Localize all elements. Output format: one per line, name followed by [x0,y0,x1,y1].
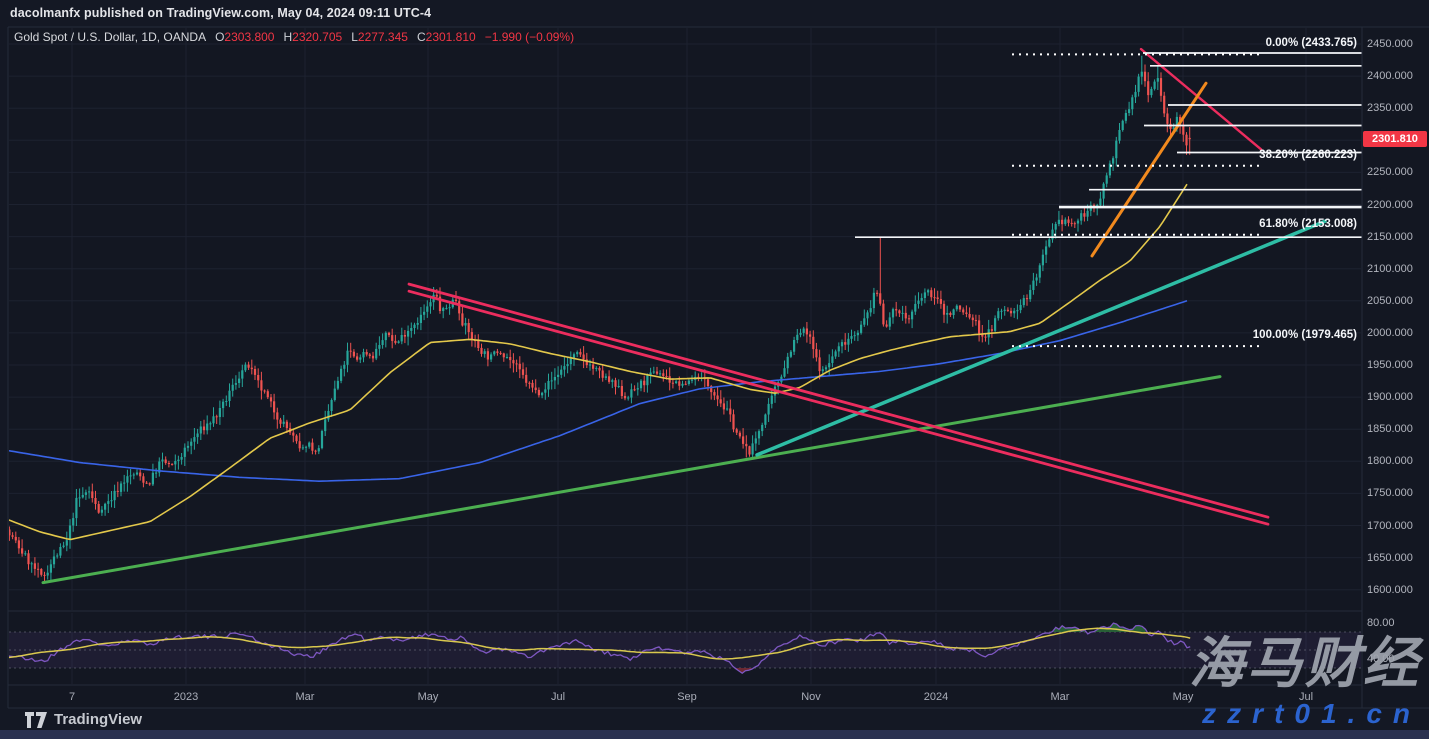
open-label: O [215,30,225,44]
price-axis-label[interactable]: 1950.000 [1367,359,1413,371]
tradingview-logo-icon [25,711,47,728]
price-axis-label[interactable]: 2250.000 [1367,166,1413,179]
time-axis-label[interactable]: Nov [801,691,821,703]
price-axis-label[interactable]: 2000.000 [1367,326,1413,339]
last-price-badge: 2301.810 [1363,131,1427,148]
price-axis-label[interactable]: 1850.000 [1367,423,1413,436]
pane-borders [7,26,1429,709]
time-axis-label[interactable]: Mar [295,691,315,703]
candlestick-series [9,55,1191,582]
price-axis-label[interactable]: 1700.000 [1367,519,1413,532]
long-term-support-green [41,375,1222,585]
price-axis-label[interactable]: 2150.000 [1367,230,1413,243]
publish-line: dacolmanfx published on TradingView.com,… [10,6,432,20]
downtrend-channel-upper-pink [407,282,1270,519]
time-axis-label[interactable]: Jul [550,691,566,703]
open-value: 2303.800 [224,30,275,44]
price-axis-label[interactable]: 1800.000 [1367,455,1413,468]
fib-label: 61.80% (2153.008) [1259,217,1357,230]
short-uptrend-orange [1090,81,1208,258]
price-axis-label[interactable]: 1900.000 [1367,391,1413,404]
price-axis-label[interactable]: 2200.000 [1367,198,1413,211]
tradingview-logo[interactable]: TradingView [25,711,142,728]
price-axis-label[interactable]: 2100.000 [1367,262,1413,275]
time-axis-label[interactable]: 2024 [923,691,949,703]
support-lines[interactable] [855,52,1362,239]
time-axis-label[interactable]: May [417,691,439,703]
ma-200-line [9,300,1188,483]
price-axis-label[interactable]: 1600.000 [1367,583,1413,596]
bottom-accent-bar [0,730,1429,739]
fib-label: 0.00% (2433.765) [1265,37,1357,50]
time-axis-label[interactable]: 2023 [173,691,199,703]
close-label: C [416,30,426,44]
price-axis-label[interactable]: 1650.000 [1367,551,1413,564]
rsi-axis-label[interactable]: 80.00 [1367,617,1395,629]
downtrend-channel-lower-pink [407,289,1270,526]
rsi-ma-line [9,627,1191,660]
time-axis-label[interactable]: Sep [677,691,697,703]
price-axis-label[interactable]: 2450.000 [1367,38,1413,50]
time-axis-label[interactable]: 7 [68,691,76,703]
price-axis-label[interactable]: 2050.000 [1367,294,1413,307]
ma-50-line [9,183,1188,541]
fib-label: 100.00% (1979.465) [1252,329,1357,342]
symbol-title[interactable]: Gold Spot / U.S. Dollar, 1D, OANDA [14,30,207,44]
rsi-axis-label[interactable]: 40.00 [1367,653,1395,665]
moving-averages [9,183,1188,541]
high-value: 2320.705 [292,30,343,44]
tradingview-logo-text: TradingView [54,711,143,728]
price-axis-label[interactable]: 2350.000 [1367,102,1413,115]
close-value: 2301.810 [425,30,476,44]
chart-legend: Gold Spot / U.S. Dollar, 1D, OANDA O 230… [14,30,574,44]
rsi-pane [9,622,1361,675]
fib-label: 38.20% (2260.223) [1259,148,1357,161]
change-value: −1.990 (−0.09%) [484,30,575,44]
high-label: H [283,30,293,44]
time-axis-label[interactable]: Jul [1298,691,1314,703]
price-axis-label[interactable]: 2400.000 [1367,70,1413,83]
uptrend-teal [755,219,1327,457]
trendlines [41,47,1327,585]
time-axis-label[interactable]: Mar [1050,691,1070,703]
low-value: 2277.345 [357,30,408,44]
low-label: L [351,30,358,44]
price-axis-label[interactable]: 1750.000 [1367,487,1413,500]
time-axis-label[interactable]: May [1172,691,1194,703]
